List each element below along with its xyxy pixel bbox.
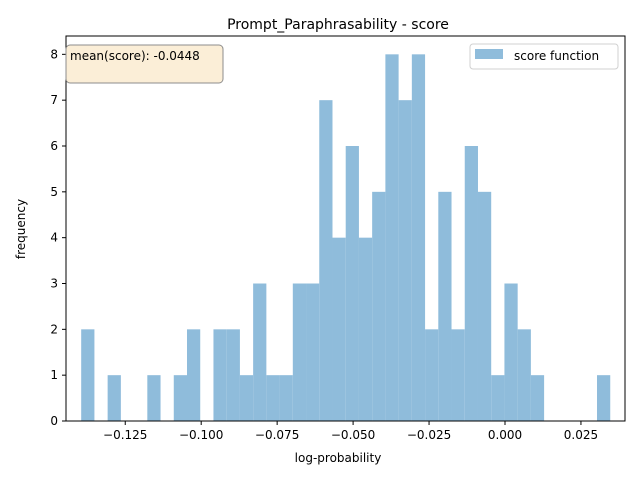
legend-label: score function	[514, 49, 599, 63]
x-tick-label: −0.100	[179, 428, 223, 442]
x-tick-label: 0.025	[564, 428, 598, 442]
histogram-bar	[253, 283, 267, 421]
histogram-bar	[451, 329, 465, 421]
y-tick-label: 0	[50, 414, 58, 428]
histogram-bar	[530, 375, 545, 421]
axes-frame	[65, 35, 626, 422]
histogram-bar	[306, 283, 320, 421]
histogram-bar	[385, 54, 399, 421]
histogram-bar	[81, 329, 95, 421]
histogram-bar	[266, 375, 280, 421]
histogram-bar	[213, 329, 227, 421]
histogram-bar	[411, 54, 426, 421]
legend-box	[469, 43, 619, 70]
mean-score-text: mean(score): -0.0448	[70, 49, 200, 63]
stats-annotation-box: mean(score): -0.0448	[65, 44, 224, 84]
histogram-bar	[358, 237, 373, 421]
histogram-bar	[464, 146, 478, 421]
y-tick-label: 4	[50, 231, 58, 245]
histogram-bar	[345, 146, 359, 421]
histogram-bar	[107, 375, 121, 421]
x-tick-label: 0.000	[488, 428, 522, 442]
histogram-bar	[491, 375, 505, 421]
histogram-bar	[504, 283, 518, 421]
bars-group	[81, 54, 611, 422]
y-tick-label: 8	[50, 47, 58, 61]
legend-swatch	[475, 49, 503, 59]
legend: score function	[469, 43, 619, 70]
histogram-bar	[147, 375, 161, 421]
x-tick-label: −0.050	[331, 428, 375, 442]
y-tick-label: 1	[50, 368, 58, 382]
histogram-bar	[239, 375, 254, 421]
histogram-bar	[173, 375, 187, 421]
x-tick-label: −0.125	[103, 428, 147, 442]
histogram-bar	[279, 375, 293, 421]
x-tick-label: −0.025	[407, 428, 451, 442]
x-axis-label: log-probability	[295, 451, 382, 465]
y-tick-label: 7	[50, 93, 58, 107]
y-tick-label: 3	[50, 277, 58, 291]
x-tick-label: −0.075	[255, 428, 299, 442]
histogram-bar	[187, 329, 201, 421]
histogram-bar	[425, 329, 439, 421]
x-axis-ticks: −0.125 −0.100 −0.075 −0.050 −0.025 0.000 0.025	[103, 421, 598, 442]
y-tick-label: 2	[50, 322, 58, 336]
y-tick-label: 5	[50, 185, 58, 199]
stats-box-background	[65, 44, 224, 84]
y-tick-label: 6	[50, 139, 58, 153]
histogram-bar	[438, 191, 452, 421]
y-axis-label: frequency	[14, 199, 28, 259]
histogram-bar	[398, 100, 412, 422]
histogram-bar	[517, 329, 531, 421]
histogram-bar	[597, 375, 611, 421]
chart-title: Prompt_Paraphrasability - score	[227, 17, 449, 33]
histogram-bar	[332, 237, 346, 421]
histogram-bar	[226, 329, 240, 421]
y-axis-ticks: 0 1 2 3 4 5 6 7 8	[50, 47, 66, 428]
histogram-bar	[292, 283, 307, 421]
histogram-bar	[319, 100, 333, 422]
histogram-bar	[372, 191, 386, 421]
histogram-bar	[477, 191, 492, 421]
